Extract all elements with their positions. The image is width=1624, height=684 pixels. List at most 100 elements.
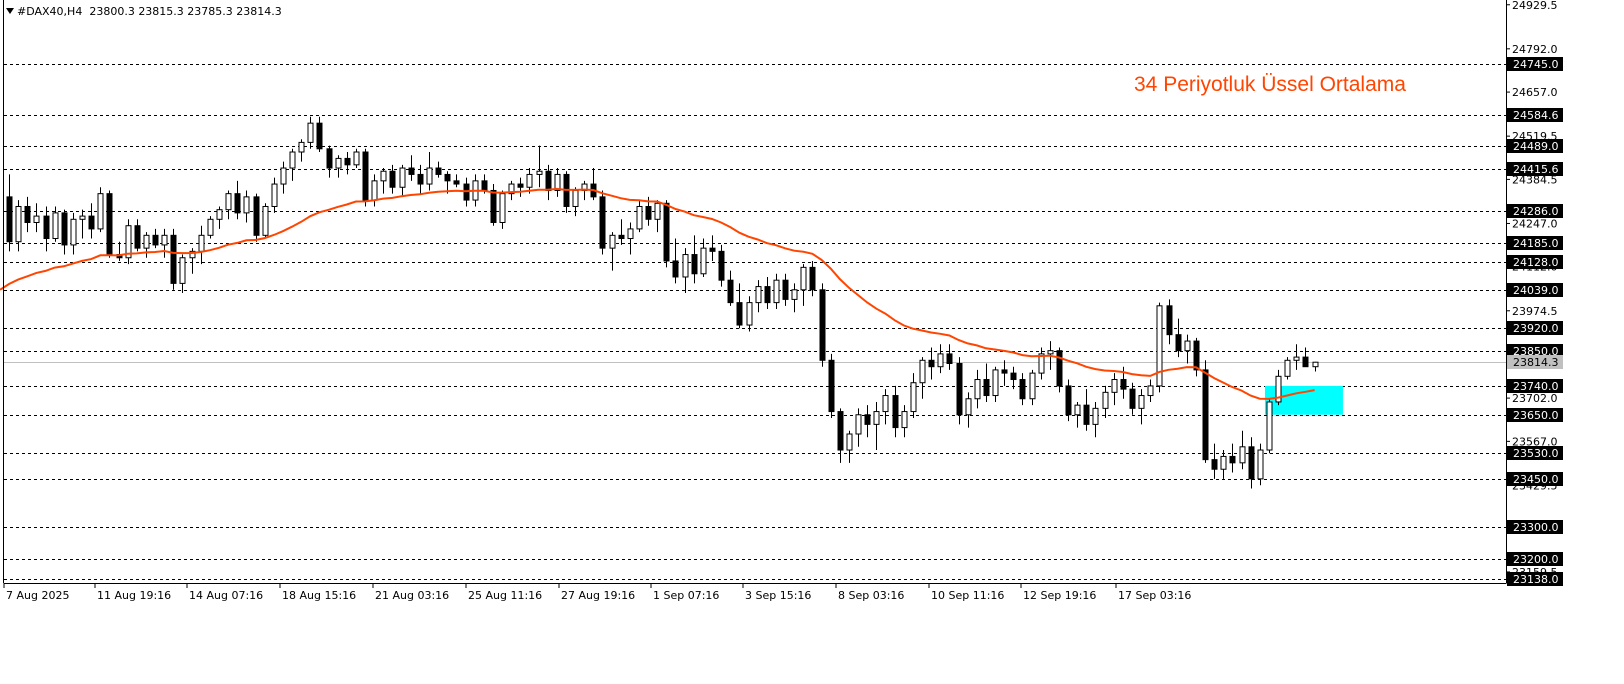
bull-candle-body	[399, 167, 406, 188]
time-tick-label: 21 Aug 03:16	[375, 589, 449, 602]
bear-candle-body	[1010, 372, 1017, 381]
level-label: 24039.0	[1513, 284, 1559, 297]
level-label-box	[1507, 520, 1563, 534]
ema-34-line	[0, 187, 1315, 400]
bear-candle-body	[782, 279, 789, 300]
bear-candle-body	[1302, 356, 1309, 368]
price-tick-label: 23974.5	[1512, 305, 1558, 318]
price-tick-label: 23702.0	[1512, 392, 1558, 405]
time-tick-label: 1 Sep 07:16	[653, 589, 719, 602]
bear-candle-body	[1248, 446, 1255, 480]
current-price-label: 23814.3	[1513, 356, 1559, 369]
bear-candle-body	[545, 170, 552, 191]
level-label: 24185.0	[1513, 237, 1559, 250]
bear-candle-body	[316, 122, 323, 150]
bear-candle-body	[946, 353, 953, 364]
bull-candle-body	[791, 289, 798, 300]
price-tick-label: 23567.0	[1512, 435, 1558, 448]
bear-candle-body	[1202, 369, 1209, 461]
symbol-timeframe: #DAX40,H4	[17, 5, 83, 18]
bull-candle-body	[289, 151, 296, 169]
chevron-down-icon[interactable]	[6, 8, 14, 14]
bear-candle-body	[1229, 455, 1236, 464]
bull-candle-body	[225, 193, 232, 211]
time-tick-label: 8 Sep 03:16	[838, 589, 904, 602]
level-label-box	[1507, 572, 1563, 586]
bear-candle-body	[809, 266, 816, 291]
bull-candle-body	[298, 141, 305, 153]
bull-candle-body	[499, 193, 506, 224]
level-label: 23530.0	[1513, 447, 1559, 460]
level-label: 23920.0	[1513, 322, 1559, 335]
bear-candle-body	[645, 205, 652, 220]
bull-candle-body	[910, 382, 917, 413]
bear-candle-body	[481, 180, 488, 191]
level-label-box	[1507, 321, 1563, 335]
bear-candle-body	[43, 215, 50, 240]
price-axis[interactable]: 24929.524792.024657.024519.524384.524247…	[1506, 0, 1563, 586]
bear-candle-body	[88, 215, 95, 230]
bull-candle-body	[216, 209, 223, 220]
bull-candle-body	[974, 379, 981, 400]
level-label-box	[1507, 379, 1563, 393]
bear-candle-body	[444, 173, 451, 182]
horizontal-levels	[4, 64, 1506, 580]
bull-candle-body	[79, 215, 86, 220]
bear-candle-body	[1065, 385, 1072, 416]
bull-candle-body	[901, 411, 908, 429]
level-label: 23450.0	[1513, 473, 1559, 486]
bear-candle-body	[736, 302, 743, 326]
level-label: 23650.0	[1513, 409, 1559, 422]
level-label-box	[1507, 236, 1563, 250]
level-label: 23200.0	[1513, 553, 1559, 566]
bull-candle-body	[1257, 449, 1264, 480]
level-label: 23138.0	[1513, 573, 1559, 586]
bull-candle-body	[1111, 379, 1118, 393]
level-label-box	[1507, 408, 1563, 422]
bull-candle-body	[536, 170, 543, 175]
bear-candle-body	[1175, 334, 1182, 352]
bear-candle-body	[618, 234, 625, 240]
bull-candle-body	[1239, 446, 1246, 464]
level-label-box	[1507, 57, 1563, 71]
time-tick-label: 17 Sep 03:16	[1118, 589, 1191, 602]
bear-candle-body	[1083, 404, 1090, 425]
bull-candle-body	[1092, 407, 1099, 425]
bear-candle-body	[253, 196, 260, 236]
bear-candle-body	[1019, 379, 1026, 400]
bull-candle-body	[52, 212, 59, 240]
bull-candle-body	[746, 302, 753, 326]
level-label: 24489.0	[1513, 140, 1559, 153]
bull-candle-body	[97, 193, 104, 230]
bull-candle-body	[1266, 401, 1273, 451]
bull-candle-body	[1275, 375, 1282, 403]
bull-candle-body	[1284, 359, 1291, 377]
bear-candle-body	[837, 411, 844, 451]
bull-candle-body	[262, 205, 269, 236]
bull-candle-body	[125, 225, 132, 259]
time-tick-label: 27 Aug 19:16	[561, 589, 635, 602]
bull-candle-body	[508, 183, 515, 195]
time-axis[interactable]: 7 Aug 2025 11 Aug 19:16 14 Aug 07:16 18 Aug…	[3, 583, 1191, 602]
bear-candle-body	[1211, 459, 1218, 470]
bear-candle-body	[727, 279, 734, 304]
bear-candle-body	[983, 379, 990, 397]
bull-candle-body	[1147, 385, 1154, 397]
bull-candle-body	[627, 228, 634, 240]
bull-candle-body	[1047, 350, 1054, 355]
bear-candle-body	[691, 254, 698, 275]
time-tick-label: 11 Aug 19:16	[97, 589, 171, 602]
bear-candle-body	[6, 196, 13, 243]
bull-candle-body	[15, 205, 22, 243]
bull-candle-body	[1312, 361, 1319, 368]
level-label: 24128.0	[1513, 256, 1559, 269]
bull-candle-body	[143, 234, 150, 249]
bull-candle-body	[1184, 340, 1191, 352]
bull-candle-body	[526, 173, 533, 188]
level-label-box	[1507, 552, 1563, 566]
level-label-box	[1507, 139, 1563, 153]
bull-candle-body	[682, 254, 689, 278]
bear-candle-body	[362, 151, 369, 201]
bear-candle-body	[864, 414, 871, 425]
